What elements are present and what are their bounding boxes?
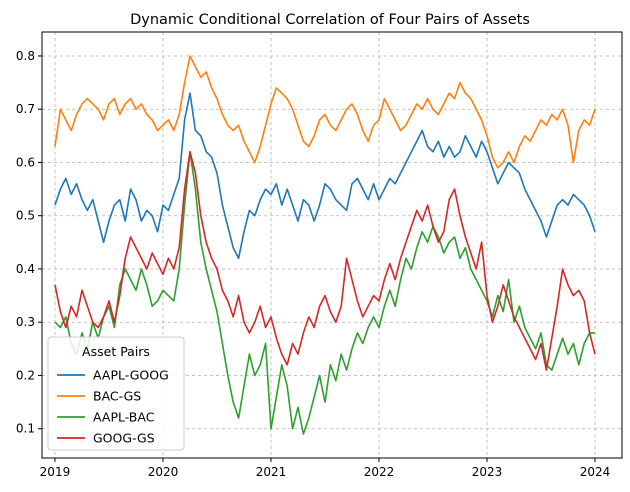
y-tick-label: 0.8 [16, 49, 35, 63]
plot-frame [41, 31, 623, 459]
series-line-goog-gs [54, 151, 596, 371]
legend-label: BAC-GS [93, 389, 141, 404]
x-tick-label: 2021 [256, 465, 287, 479]
y-tick-label: 0.4 [16, 262, 35, 276]
x-tick-label: 2023 [472, 465, 503, 479]
legend-title: Asset Pairs [82, 344, 150, 359]
x-tick-label: 2020 [148, 465, 179, 479]
y-tick-label: 0.7 [16, 102, 35, 116]
x-tick-label: 2022 [364, 465, 395, 479]
y-tick-label: 0.6 [16, 155, 35, 169]
legend-items: AAPL-GOOG BAC-GS AAPL-BAC GOOG-GS [57, 368, 169, 446]
y-tick-label: 0.1 [16, 422, 35, 436]
x-tick-label: 2019 [40, 465, 71, 479]
legend: Asset Pairs AAPL-GOOG BAC-GS AAPL-BAC GOOG-… [47, 336, 185, 451]
x-tick-label: 2024 [580, 465, 611, 479]
chart-title: Dynamic Conditional Correlation of Four … [130, 12, 530, 28]
y-tick-label: 0.2 [16, 368, 35, 382]
series-line-aapl-bac [54, 151, 595, 435]
series-line-aapl-goog [54, 92, 596, 260]
series-layer [54, 55, 596, 435]
legend-box [47, 336, 185, 451]
y-tick-label: 0.3 [16, 315, 35, 329]
legend-label: AAPL-GOOG [93, 368, 169, 383]
legend-label: GOOG-GS [93, 431, 155, 446]
y-tick-label: 0.5 [16, 209, 35, 223]
series-line-bac-gs [54, 55, 596, 169]
axis-layer: 2019 2020 2021 2022 2023 2024 0.1 0.2 0.3 0.4 0.5 0… [16, 49, 610, 479]
legend-label: AAPL-BAC [93, 410, 155, 425]
